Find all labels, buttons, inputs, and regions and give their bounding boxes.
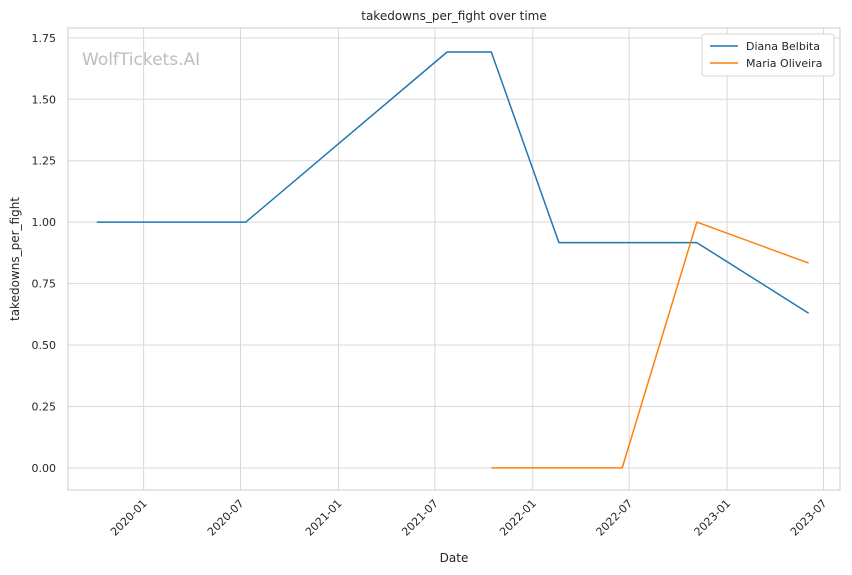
y-tick-label: 1.25 [32,155,57,168]
y-tick-label: 0.50 [32,339,57,352]
legend-label-diana-belbita: Diana Belbita [746,40,820,53]
grid [68,28,840,490]
y-tick-label: 1.75 [32,32,57,45]
series-layer [96,51,810,469]
x-tick-label: 2020-01 [108,497,150,539]
legend: Diana Belbita Maria Oliveira [701,33,835,77]
x-tick-label: 2021-01 [303,497,345,539]
plot-area [67,27,841,491]
series-line-maria-oliveira [491,221,809,469]
y-tick-label: 0.25 [32,400,57,413]
y-axis: 0.00 0.25 0.50 0.75 1.00 1.25 1.50 1.75 [32,32,57,475]
y-axis-title: takedowns_per_fight [8,197,22,321]
x-tick-label: 2020-07 [205,497,247,539]
y-tick-label: 1.00 [32,216,57,229]
watermark: WolfTickets.AI [82,50,200,70]
legend-label-maria-oliveira: Maria Oliveira [746,57,822,70]
x-tick-label: 2022-07 [594,497,636,539]
y-tick-label: 0.00 [32,462,57,475]
x-axis-title: Date [440,551,469,565]
x-tick-label: 2022-01 [497,497,539,539]
chart-title: takedowns_per_fight over time [361,9,547,23]
y-tick-label: 0.75 [32,278,57,291]
legend-box [701,33,835,77]
x-tick-label: 2023-07 [788,497,830,539]
x-axis: 2020-01 2020-07 2021-01 2021-07 2022-01 2022-… [108,497,830,539]
x-tick-label: 2023-01 [692,497,734,539]
y-tick-label: 1.50 [32,93,57,106]
x-tick-label: 2021-07 [399,497,441,539]
